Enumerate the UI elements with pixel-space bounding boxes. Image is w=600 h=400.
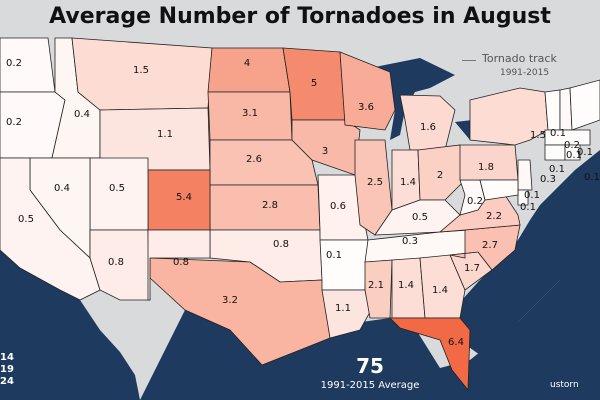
state-value-nc: 2.7 <box>482 240 498 251</box>
state-value-sd: 3.1 <box>242 108 258 119</box>
state-value-me: 0.1 <box>577 147 593 158</box>
state-value-id: 0.4 <box>74 109 90 120</box>
state-value-wi: 3.6 <box>358 102 374 113</box>
state-value-ok: 0.8 <box>273 239 289 250</box>
state-me <box>569 79 600 131</box>
state-value-in: 1.4 <box>400 177 416 188</box>
state-value-ny: 1.5 <box>530 130 546 141</box>
map-title: Average Number of Tornadoes in August <box>49 4 551 29</box>
state-value-al: 1.4 <box>398 280 414 291</box>
state-value-ca: 0.5 <box>18 214 34 225</box>
state-nm <box>147 229 211 301</box>
state-nj <box>517 159 533 191</box>
side-value-1: 14 <box>0 352 14 363</box>
state-ct <box>544 144 566 161</box>
state-la <box>321 289 371 339</box>
state-value-vt: 0.1 <box>550 128 566 139</box>
tornado-track-swatch <box>462 60 476 61</box>
state-value-ri: 0.1 <box>584 172 600 183</box>
state-ma <box>544 129 591 146</box>
values-layer: 0.2 0.2 0.4 1.5 1.1 4 3.1 2.6 2.8 0.8 3.2 5.4 0.5 0.4… <box>6 58 600 348</box>
states-layer <box>0 37 600 392</box>
state-value-az: 0.8 <box>108 257 124 268</box>
state-ny <box>469 87 549 146</box>
gulf-of-mexico <box>140 280 600 400</box>
side-value-2: 19 <box>0 364 14 375</box>
state-value-oh: 2 <box>437 170 443 181</box>
state-value-nj: 0.3 <box>540 174 556 185</box>
state-md <box>479 179 519 201</box>
state-value-ms: 2.1 <box>368 280 384 291</box>
state-ga <box>419 254 466 319</box>
state-value-va: 2.2 <box>486 211 502 222</box>
state-value-tx: 3.2 <box>222 295 238 306</box>
state-value-nv: 0.4 <box>54 183 70 194</box>
total-average-label: 1991-2015 Average <box>320 380 420 391</box>
state-value-pa: 1.8 <box>478 162 494 173</box>
atlantic-ocean <box>445 150 600 355</box>
legend-label: Tornado track <box>482 52 557 65</box>
state-value-mi: 1.6 <box>420 122 436 133</box>
state-value-ky: 0.5 <box>412 212 428 223</box>
state-value-nh: 0.2 <box>564 140 580 151</box>
state-value-co: 5.4 <box>176 192 192 203</box>
state-vt <box>544 89 561 131</box>
credit-text: ustorn <box>550 380 579 390</box>
state-value-md: 0.1 <box>520 202 536 213</box>
state-nc <box>449 224 521 271</box>
state-value-sc: 1.7 <box>464 263 480 274</box>
state-fl <box>389 317 471 392</box>
side-value-3: 24 <box>0 376 14 387</box>
state-ri <box>564 144 581 161</box>
state-value-wa: 0.2 <box>6 58 22 69</box>
state-value-or: 0.2 <box>6 117 22 128</box>
state-oh <box>417 144 466 201</box>
state-value-ia: 3 <box>322 146 328 157</box>
state-value-ks: 2.8 <box>262 200 278 211</box>
state-value-mn: 5 <box>311 78 317 89</box>
state-value-nm: 0.8 <box>173 257 189 268</box>
state-value-ne: 2.6 <box>246 154 262 165</box>
state-ut <box>89 157 149 231</box>
state-de <box>517 189 529 206</box>
legend-years: 1991-2015 <box>500 68 550 78</box>
state-value-tn: 0.3 <box>402 236 418 247</box>
state-value-ut: 0.5 <box>109 183 125 194</box>
state-value-ma: 0.1 <box>566 150 582 161</box>
state-ms <box>364 259 393 319</box>
state-value-mt: 1.5 <box>133 65 149 76</box>
state-nd <box>207 47 291 93</box>
state-value-mo: 0.6 <box>330 201 346 212</box>
state-value-ar: 0.1 <box>326 250 342 261</box>
state-tx <box>149 257 331 366</box>
state-value-wv: 0.2 <box>467 196 483 207</box>
state-wi <box>339 51 396 131</box>
state-value-la: 1.1 <box>335 303 351 314</box>
state-value-nd: 4 <box>244 58 250 69</box>
state-ar <box>319 239 369 291</box>
state-value-ga: 1.4 <box>432 285 448 296</box>
state-value-il: 2.5 <box>367 177 383 188</box>
pacific-ocean <box>0 250 140 400</box>
state-value-wy: 1.1 <box>157 129 173 140</box>
total-average-value: 75 <box>356 354 384 378</box>
state-value-fl: 6.4 <box>448 337 464 348</box>
state-value-de: 0.1 <box>524 190 540 201</box>
state-value-ct: 0.1 <box>549 164 565 175</box>
